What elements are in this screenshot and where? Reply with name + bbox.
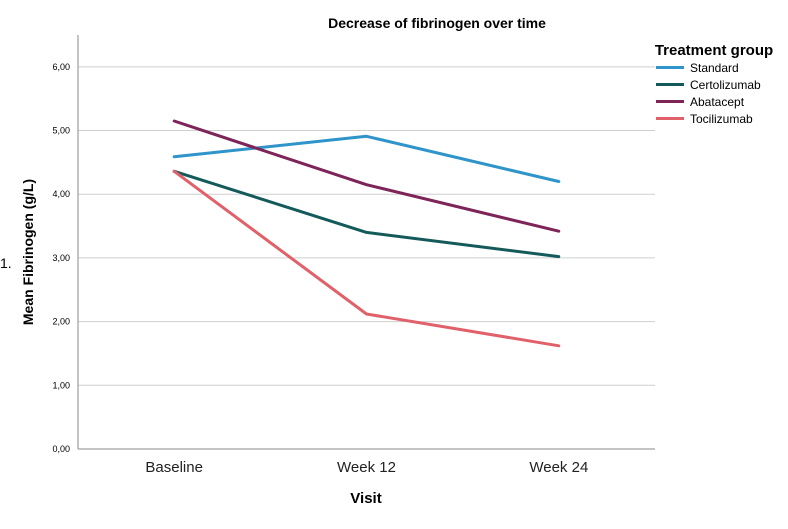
y-axis-label: Mean Fibrinogen (g/L) xyxy=(20,179,36,325)
legend-item-abatacept: Abatacept xyxy=(652,93,786,110)
y-tick-label: 6,00 xyxy=(52,62,70,72)
legend-swatch xyxy=(656,100,684,103)
x-tick-labels: Baseline Week 12 Week 24 xyxy=(145,459,588,476)
list-number: 1. xyxy=(0,255,12,271)
y-tick-label: 5,00 xyxy=(52,126,70,136)
legend-label: Tocilizumab xyxy=(690,111,753,126)
legend-item-standard: Standard xyxy=(652,59,786,76)
series-line-tocilizumab xyxy=(172,169,561,348)
legend-item-tocilizumab: Tocilizumab xyxy=(652,110,786,127)
axes xyxy=(77,35,655,450)
series-lines xyxy=(172,119,561,348)
legend-label: Standard xyxy=(690,60,739,75)
x-axis-label: Visit xyxy=(350,490,381,507)
x-tick-label: Week 24 xyxy=(529,459,588,476)
legend-label: Abatacept xyxy=(690,94,745,109)
y-tick-label: 0,00 xyxy=(52,444,70,454)
series-line-certolizumab xyxy=(172,169,561,259)
gridlines xyxy=(78,66,655,386)
legend-swatch xyxy=(656,117,684,120)
series-line-standard xyxy=(172,134,561,183)
x-tick-label: Baseline xyxy=(145,459,203,476)
series-line-abatacept xyxy=(172,119,561,233)
y-tick-label: 2,00 xyxy=(52,317,70,327)
legend-swatch xyxy=(656,66,684,69)
legend-items: Standard Certolizumab Abatacept Tocilizumab xyxy=(652,59,786,127)
chart-title: Decrease of fibrinogen over time xyxy=(328,15,546,31)
legend: Treatment group Standard Certolizumab Abat… xyxy=(652,42,786,127)
legend-swatch xyxy=(656,83,684,86)
y-tick-label: 4,00 xyxy=(52,189,70,199)
y-tick-label: 3,00 xyxy=(52,253,70,263)
legend-label: Certolizumab xyxy=(690,77,761,92)
legend-item-certolizumab: Certolizumab xyxy=(652,76,786,93)
y-tick-labels: 0,00 1,00 2,00 3,00 4,00 5,00 6,00 xyxy=(52,62,70,454)
legend-title: Treatment group xyxy=(654,42,774,59)
y-tick-label: 1,00 xyxy=(52,380,70,390)
x-tick-label: Week 12 xyxy=(337,459,396,476)
